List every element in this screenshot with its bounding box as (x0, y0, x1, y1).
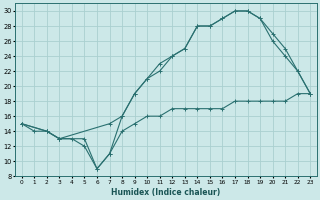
X-axis label: Humidex (Indice chaleur): Humidex (Indice chaleur) (111, 188, 220, 197)
